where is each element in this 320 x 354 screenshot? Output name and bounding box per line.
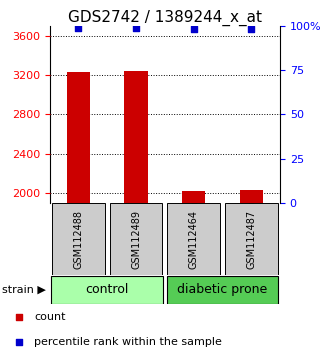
- Title: GDS2742 / 1389244_x_at: GDS2742 / 1389244_x_at: [68, 10, 262, 26]
- Text: count: count: [34, 312, 66, 322]
- Bar: [109, 203, 163, 275]
- Bar: [124, 71, 148, 203]
- Text: GSM112487: GSM112487: [246, 210, 256, 269]
- Point: [249, 198, 254, 204]
- Text: GSM112488: GSM112488: [73, 210, 84, 269]
- Bar: [52, 276, 163, 304]
- Bar: [52, 203, 105, 275]
- Point: [16, 339, 21, 344]
- Text: GSM112489: GSM112489: [131, 210, 141, 269]
- Bar: [182, 191, 205, 203]
- Bar: [240, 190, 263, 203]
- Point: [191, 198, 196, 204]
- Point: [16, 314, 21, 320]
- Bar: [167, 276, 278, 304]
- Bar: [167, 203, 220, 275]
- Text: control: control: [85, 284, 129, 296]
- Text: GSM112464: GSM112464: [188, 210, 199, 269]
- Text: diabetic prone: diabetic prone: [177, 284, 268, 296]
- Text: percentile rank within the sample: percentile rank within the sample: [34, 337, 222, 347]
- Bar: [225, 203, 278, 275]
- Text: strain ▶: strain ▶: [2, 285, 46, 295]
- Point: [191, 27, 196, 32]
- Point: [76, 25, 81, 30]
- Point: [249, 27, 254, 32]
- Bar: [67, 72, 90, 203]
- Point: [133, 25, 139, 30]
